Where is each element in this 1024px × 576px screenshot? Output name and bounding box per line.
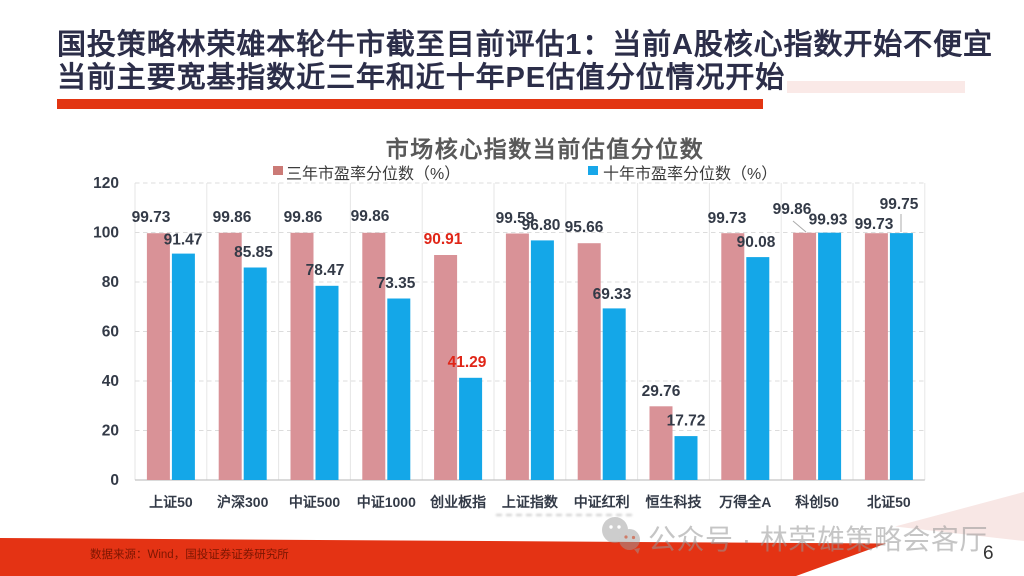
svg-text:99.86: 99.86: [351, 208, 390, 225]
svg-text:科创50: 科创50: [795, 494, 839, 510]
svg-text:96.80: 96.80: [522, 217, 561, 234]
svg-text:上证指数: 上证指数: [502, 494, 559, 510]
svg-text:北证50: 北证50: [867, 494, 911, 510]
svg-text:99.86: 99.86: [213, 209, 252, 226]
svg-text:99.73: 99.73: [708, 210, 747, 227]
svg-text:20: 20: [102, 423, 119, 440]
svg-text:29.76: 29.76: [642, 383, 681, 400]
svg-text:沪深300: 沪深300: [217, 494, 269, 510]
svg-text:17.72: 17.72: [667, 413, 706, 430]
svg-text:73.35: 73.35: [377, 275, 416, 292]
svg-text:创业板指: 创业板指: [429, 494, 486, 510]
svg-text:78.47: 78.47: [306, 262, 345, 279]
svg-text:99.93: 99.93: [809, 212, 848, 229]
svg-text:99.73: 99.73: [855, 216, 894, 233]
svg-text:90.08: 90.08: [737, 234, 776, 251]
svg-text:99.86: 99.86: [284, 209, 323, 226]
svg-text:99.59: 99.59: [496, 210, 535, 227]
svg-text:恒生科技: 恒生科技: [646, 494, 703, 510]
svg-text:90.91: 90.91: [424, 231, 463, 248]
svg-text:69.33: 69.33: [593, 286, 632, 303]
svg-text:80: 80: [102, 274, 119, 291]
svg-text:85.85: 85.85: [234, 244, 273, 261]
svg-text:91.47: 91.47: [164, 232, 203, 249]
svg-text:中证500: 中证500: [289, 494, 341, 510]
svg-text:40: 40: [102, 373, 119, 390]
svg-text:中证红利: 中证红利: [574, 494, 630, 510]
svg-text:99.73: 99.73: [132, 209, 171, 226]
svg-text:上证50: 上证50: [149, 494, 193, 510]
svg-text:0: 0: [110, 472, 119, 489]
svg-text:100: 100: [93, 225, 119, 242]
svg-text:120: 120: [93, 175, 119, 192]
svg-text:99.75: 99.75: [880, 196, 919, 213]
svg-text:万得全A: 万得全A: [718, 494, 771, 510]
svg-text:41.29: 41.29: [448, 354, 487, 371]
svg-text:99.86: 99.86: [773, 201, 812, 218]
svg-text:中证1000: 中证1000: [357, 494, 416, 510]
svg-text:95.66: 95.66: [565, 219, 604, 236]
svg-text:60: 60: [102, 324, 119, 341]
